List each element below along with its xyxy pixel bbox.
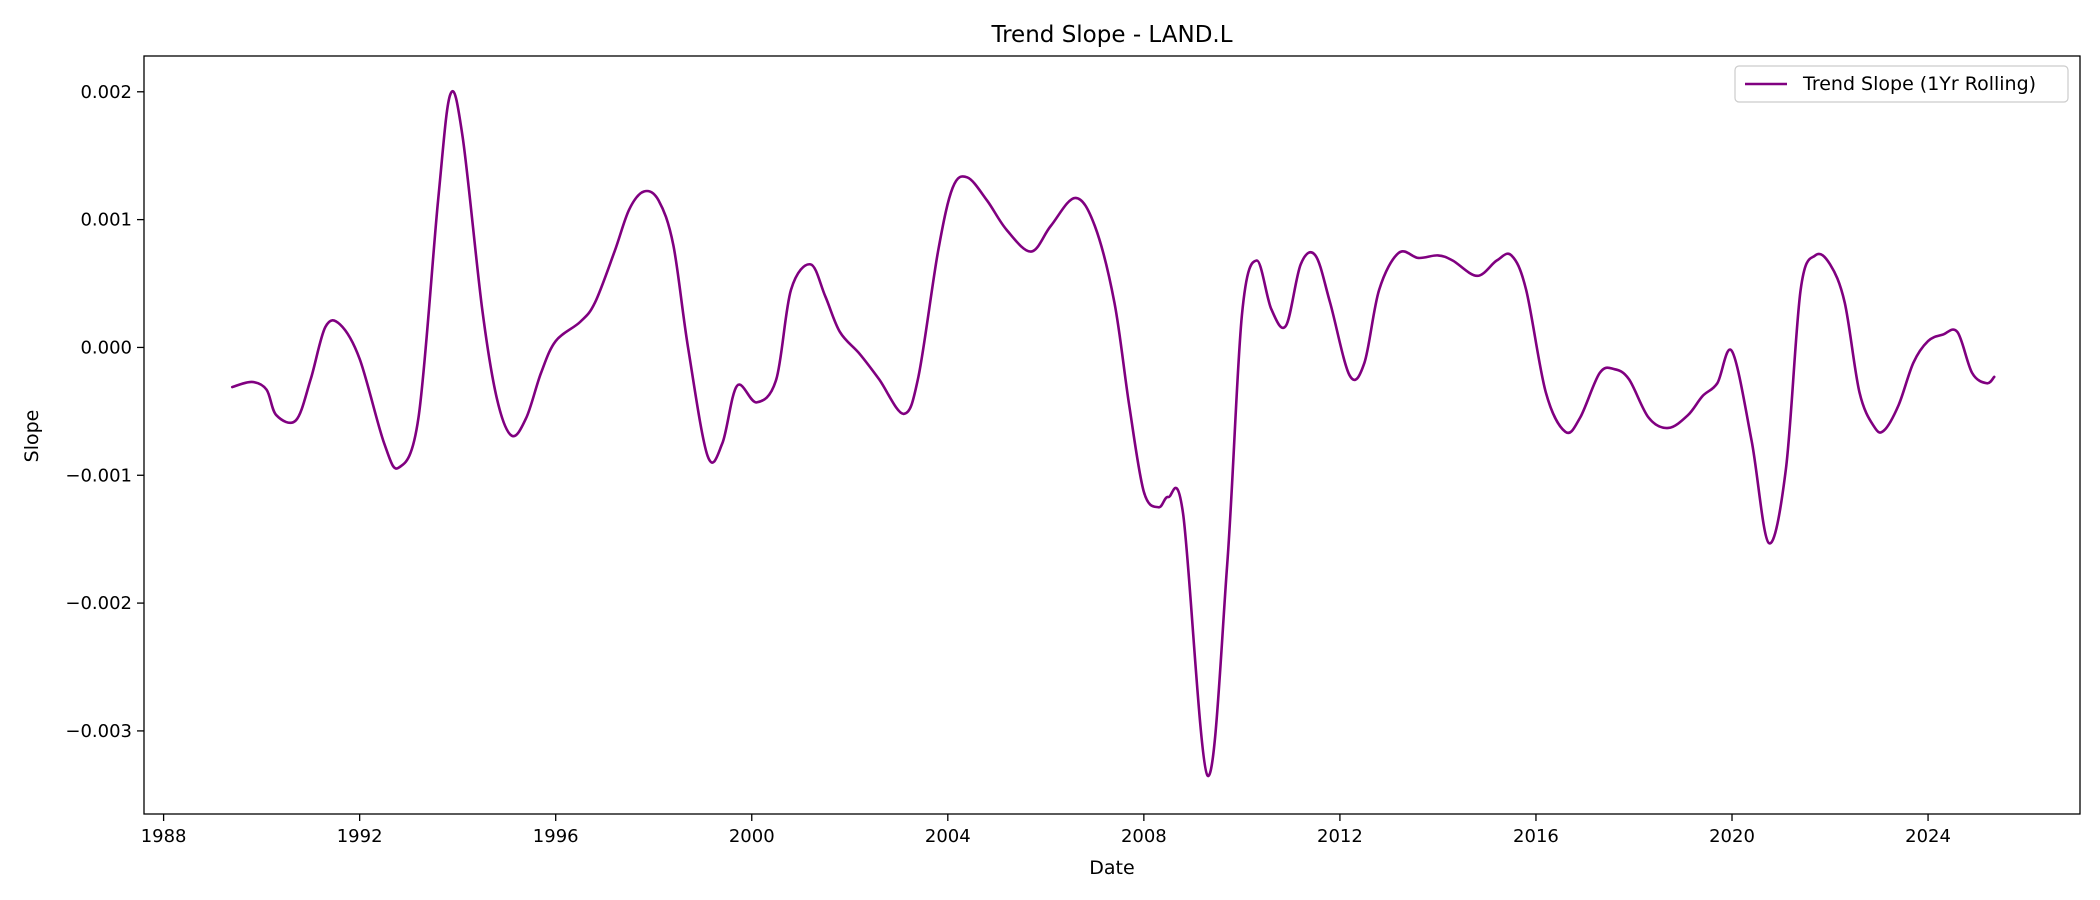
x-tick-label: 2016 xyxy=(1513,826,1559,847)
series-layer xyxy=(230,89,1996,777)
x-tick-label: 2024 xyxy=(1905,826,1951,847)
x-tick-label: 2008 xyxy=(1121,826,1167,847)
legend: Trend Slope (1Yr Rolling) xyxy=(1734,65,2069,103)
y-tick-label: 0.002 xyxy=(80,82,132,103)
x-tick-label: 2004 xyxy=(925,826,971,847)
chart-title: Trend Slope - LAND.L xyxy=(990,22,1232,48)
y-tick-label: −0.001 xyxy=(65,465,132,486)
y-axis-label: Slope xyxy=(21,410,43,463)
x-tick-label: 2020 xyxy=(1709,826,1755,847)
y-axis-ticks: 0.002 0.001 0.000 −0.001 −0.002 −0.003 xyxy=(65,82,144,742)
x-axis-ticks: 1988 1992 1996 2000 2004 2008 2012 2016 2020 2024 xyxy=(141,814,1951,847)
x-tick-label: 1996 xyxy=(533,826,579,847)
y-tick-label: 0.000 xyxy=(80,337,132,358)
legend-box xyxy=(1734,65,2069,103)
x-tick-label: 2000 xyxy=(729,826,775,847)
x-tick-label: 2012 xyxy=(1317,826,1363,847)
y-tick-label: 0.001 xyxy=(80,210,132,231)
legend-label: Trend Slope (1Yr Rolling) xyxy=(1802,73,2036,95)
plot-area-frame xyxy=(143,55,2081,815)
x-axis-label: Date xyxy=(1089,857,1134,879)
y-tick-label: −0.003 xyxy=(65,721,132,742)
x-tick-label: 1992 xyxy=(337,826,383,847)
series-line-trend-slope xyxy=(230,89,1996,777)
y-tick-label: −0.002 xyxy=(65,593,132,614)
x-tick-label: 1988 xyxy=(141,826,187,847)
